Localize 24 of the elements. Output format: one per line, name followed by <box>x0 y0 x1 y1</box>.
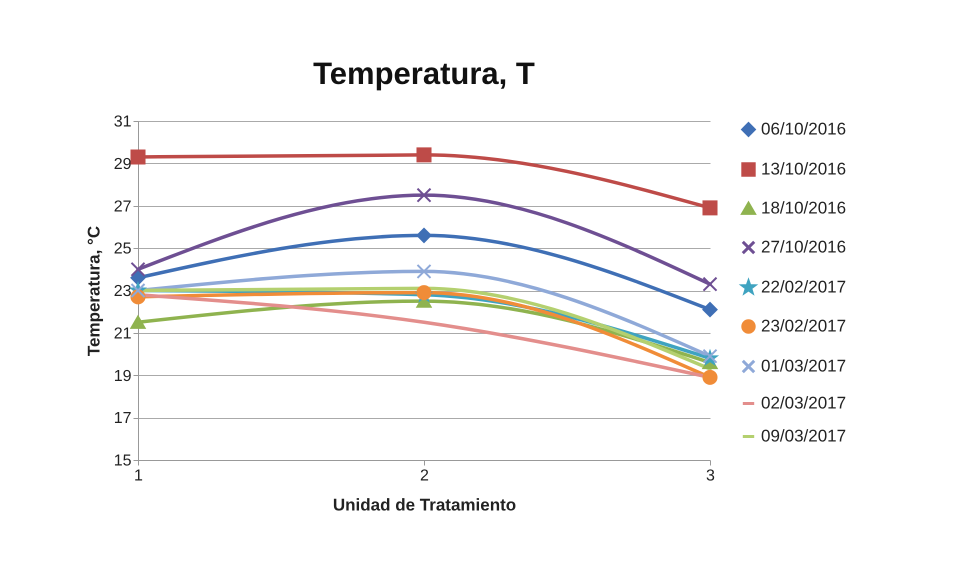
x-tick-label: 3 <box>706 468 716 484</box>
legend-label: 01/03/2017 <box>761 356 846 376</box>
y-tick-label: 31 <box>114 114 132 130</box>
legend-label: 02/03/2017 <box>761 394 846 412</box>
y-tick-label: 25 <box>114 240 132 258</box>
legend-label: 09/03/2017 <box>761 426 846 446</box>
legend-label: 18/10/2016 <box>761 198 846 218</box>
y-axis-title: Temperatura, °C <box>84 226 104 356</box>
legend-label: 27/10/2016 <box>761 238 846 256</box>
legend-label: 06/10/2016 <box>761 120 846 138</box>
y-tick-label: 21 <box>114 325 132 342</box>
legend-label: 23/02/2017 <box>761 316 846 336</box>
y-tick-label: 19 <box>114 368 132 385</box>
x-tick-label: 2 <box>420 468 430 484</box>
x-axis-title: Unidad de Tratamiento <box>332 496 516 514</box>
x-tick-label: 1 <box>134 468 144 484</box>
legend-label: 22/02/2017 <box>761 278 846 296</box>
y-tick-label: 15 <box>114 452 132 470</box>
y-tick-label: 29 <box>114 156 132 173</box>
chart-title: Temperatura, T <box>313 56 535 91</box>
y-tick-label: 17 <box>114 410 132 428</box>
y-tick-label: 27 <box>114 198 132 216</box>
y-tick-label: 23 <box>114 283 132 300</box>
legend-label: 13/10/2016 <box>761 160 846 178</box>
